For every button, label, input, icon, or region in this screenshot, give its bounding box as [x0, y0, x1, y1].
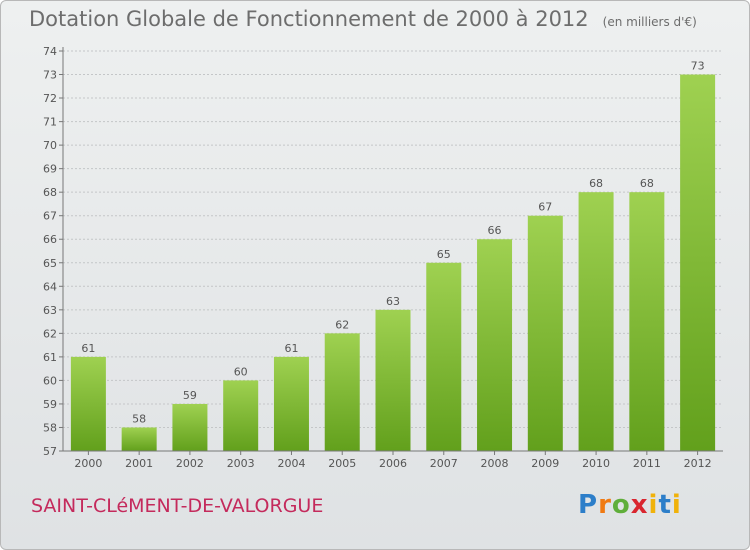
x-tick-label: 2010	[582, 457, 610, 470]
data-label: 68	[589, 177, 603, 190]
y-tick-label: 74	[43, 45, 57, 58]
bars: 61 58 59 60 61 62 63 65 66 67 68 68 73	[70, 60, 716, 452]
chart-title-text: Dotation Globale de Fonctionnement de 20…	[29, 7, 589, 31]
data-label: 62	[335, 318, 349, 331]
bar	[375, 309, 411, 451]
y-tick-label: 57	[43, 445, 57, 458]
x-tick-label: 2005	[328, 457, 356, 470]
bar	[426, 262, 462, 451]
data-label: 68	[640, 177, 654, 190]
y-tick-label: 65	[43, 257, 57, 270]
x-tick-label: 2004	[277, 457, 305, 470]
data-label: 63	[386, 295, 400, 308]
data-label: 58	[132, 412, 146, 425]
bar	[680, 74, 716, 451]
data-label: 66	[488, 224, 502, 237]
y-tick-label: 61	[43, 351, 57, 364]
y-tick-label: 70	[43, 139, 57, 152]
x-tick-label: 2000	[74, 457, 102, 470]
bar	[223, 380, 259, 451]
bar	[273, 356, 309, 451]
data-label: 65	[437, 248, 451, 261]
x-tick-label: 2006	[379, 457, 407, 470]
bar	[70, 356, 106, 451]
y-tick-label: 66	[43, 233, 57, 246]
proxiti-logo: Proxiti	[578, 490, 682, 520]
x-tick-label: 2003	[227, 457, 255, 470]
x-tick-label: 2008	[481, 457, 509, 470]
data-label: 73	[691, 60, 705, 73]
bar	[172, 403, 208, 451]
data-label: 61	[81, 342, 95, 355]
y-tick-label: 72	[43, 92, 57, 105]
bar	[527, 215, 563, 451]
data-label: 67	[538, 201, 552, 214]
y-tick-label: 68	[43, 186, 57, 199]
bar	[578, 192, 614, 452]
y-tick-label: 67	[43, 210, 57, 223]
y-tick-label: 58	[43, 421, 57, 434]
x-tick-label: 2009	[531, 457, 559, 470]
bar	[121, 427, 157, 451]
y-tick-label: 63	[43, 304, 57, 317]
y-tick-label: 71	[43, 116, 57, 129]
y-tick-label: 64	[43, 280, 57, 293]
y-tick-label: 60	[43, 374, 57, 387]
chart-subtitle: (en milliers d'€)	[602, 15, 697, 29]
y-tick-label: 69	[43, 163, 57, 176]
axes: 57 58 59 60 61 62 63 64 65 66 67 68 69 70 71 72 73 74 2000…	[43, 45, 723, 470]
data-label: 60	[234, 365, 248, 378]
x-tick-label: 2007	[430, 457, 458, 470]
x-tick-label: 2011	[633, 457, 661, 470]
bar	[629, 192, 665, 452]
data-label: 61	[284, 342, 298, 355]
bar	[324, 333, 360, 451]
commune-name: SAINT-CLéMENT-DE-VALORGUE	[31, 495, 324, 517]
bar	[477, 239, 513, 451]
y-tick-label: 73	[43, 69, 57, 82]
chart-title: Dotation Globale de Fonctionnement de 20…	[29, 7, 697, 31]
x-tick-label: 2002	[176, 457, 204, 470]
data-label: 59	[183, 389, 197, 402]
x-tick-label: 2012	[684, 457, 712, 470]
y-tick-label: 62	[43, 327, 57, 340]
y-tick-label: 59	[43, 398, 57, 411]
x-tick-label: 2001	[125, 457, 153, 470]
